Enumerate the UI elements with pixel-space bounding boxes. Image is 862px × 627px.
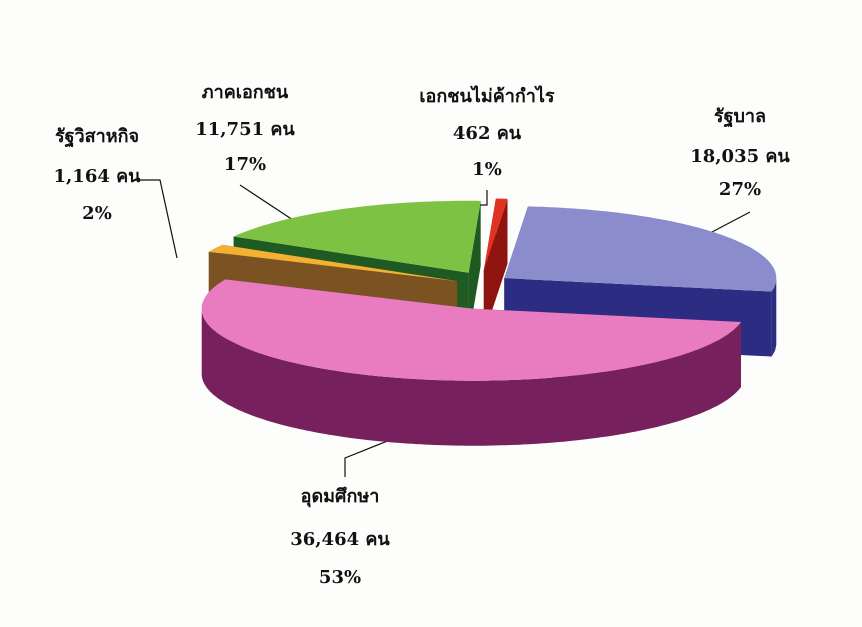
slice-label: รัฐวิสาหกิจ bbox=[55, 126, 139, 148]
percentage-label: 17% bbox=[224, 154, 266, 175]
percentage-label: 1% bbox=[472, 159, 502, 180]
labels: รัฐบาล 18,035 คน 27% อุดมศึกษา 36,464 คน 53% ร… bbox=[54, 82, 791, 588]
value-label: 462 คน bbox=[453, 123, 522, 144]
leader-line bbox=[344, 439, 391, 477]
slice bbox=[233, 200, 481, 273]
value-label: 1,164 คน bbox=[54, 166, 142, 187]
leader-line bbox=[239, 184, 294, 221]
slice-side bbox=[771, 278, 777, 357]
leader-line bbox=[711, 211, 751, 233]
slice-label: เอกชนไม่ค้ากำไร bbox=[419, 85, 555, 107]
percentage-label: 53% bbox=[319, 567, 361, 588]
percentage-label: 2% bbox=[82, 203, 112, 224]
percentage-label: 27% bbox=[719, 179, 761, 200]
slice-wall bbox=[483, 198, 508, 336]
leader-line bbox=[140, 179, 178, 259]
value-label: 36,464 คน bbox=[290, 529, 390, 550]
value-label: 18,035 คน bbox=[690, 146, 790, 167]
pie bbox=[201, 198, 777, 446]
value-label: 11,751 คน bbox=[195, 119, 295, 140]
slice bbox=[201, 279, 741, 381]
slice bbox=[483, 198, 508, 271]
slice-side bbox=[201, 309, 741, 446]
slice bbox=[208, 244, 458, 282]
slice-wall bbox=[468, 200, 481, 338]
slice bbox=[504, 206, 777, 292]
slice-label: รัฐบาล bbox=[714, 106, 766, 128]
slice-label: ภาคเอกชน bbox=[202, 82, 289, 103]
slice-label: อุดมศึกษา bbox=[301, 486, 380, 508]
